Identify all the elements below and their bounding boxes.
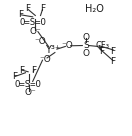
Text: O=S=O: O=S=O: [20, 18, 46, 27]
Text: O=S=O: O=S=O: [14, 80, 41, 89]
Text: ⁻O: ⁻O: [35, 37, 46, 46]
Text: F: F: [19, 66, 24, 75]
Text: F: F: [110, 57, 116, 67]
Text: O: O: [83, 33, 90, 41]
Text: Y³⁺: Y³⁺: [45, 45, 60, 55]
Text: CF₃: CF₃: [95, 41, 109, 50]
Text: S: S: [83, 41, 89, 50]
Text: ⁻O: ⁻O: [39, 55, 51, 64]
Text: F: F: [12, 72, 17, 81]
Text: O⁻: O⁻: [29, 27, 41, 36]
Text: F: F: [40, 4, 45, 13]
Text: ⁻O: ⁻O: [61, 41, 73, 50]
Text: F: F: [18, 10, 23, 19]
Text: O: O: [83, 49, 90, 58]
Text: F: F: [31, 66, 37, 75]
Text: O⁻: O⁻: [24, 88, 36, 97]
Text: H₂O: H₂O: [85, 4, 104, 14]
Text: F: F: [26, 4, 31, 13]
Text: F: F: [99, 47, 104, 56]
Text: F: F: [110, 47, 116, 56]
